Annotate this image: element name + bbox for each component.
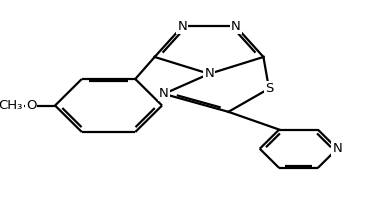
Text: S: S bbox=[265, 82, 273, 95]
Text: N: N bbox=[231, 20, 241, 33]
Text: O: O bbox=[26, 99, 36, 112]
Text: N: N bbox=[332, 142, 342, 155]
Text: N: N bbox=[177, 20, 187, 33]
Text: CH₃: CH₃ bbox=[0, 99, 23, 112]
Text: N: N bbox=[204, 67, 214, 80]
Text: N: N bbox=[159, 87, 169, 100]
